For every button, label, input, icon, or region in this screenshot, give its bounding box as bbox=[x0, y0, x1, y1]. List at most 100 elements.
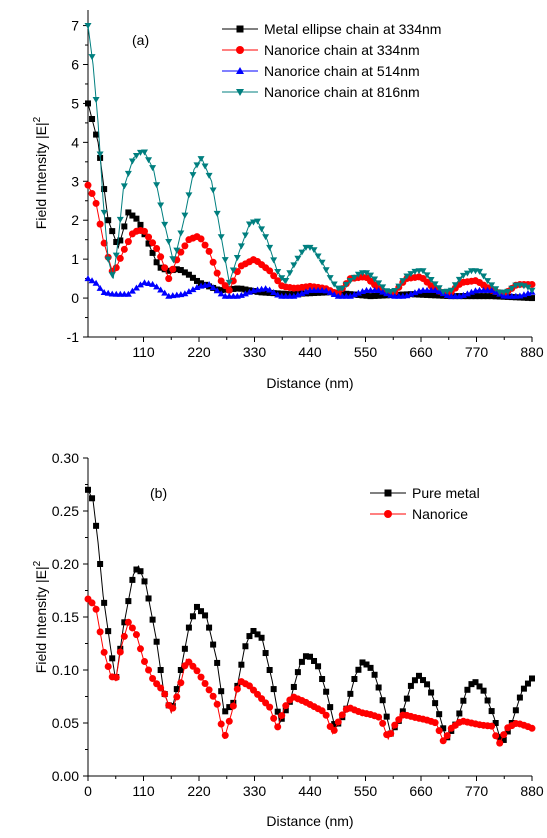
data-point bbox=[108, 272, 116, 279]
data-point bbox=[359, 292, 366, 299]
data-point bbox=[520, 685, 527, 692]
data-point bbox=[451, 282, 459, 289]
data-point bbox=[213, 210, 221, 217]
data-point bbox=[177, 267, 184, 274]
y-tick-label: 0.10 bbox=[52, 662, 79, 678]
data-point bbox=[290, 683, 297, 690]
data-point bbox=[181, 645, 188, 652]
data-point bbox=[181, 290, 189, 297]
data-point bbox=[363, 270, 371, 277]
data-point bbox=[338, 711, 346, 719]
data-point bbox=[528, 287, 536, 294]
x-tick-label: 660 bbox=[409, 344, 433, 360]
series-markers-3 bbox=[84, 23, 536, 296]
data-point bbox=[209, 187, 217, 194]
data-point bbox=[189, 662, 197, 670]
data-point bbox=[149, 165, 157, 172]
data-point bbox=[326, 275, 334, 282]
data-point bbox=[157, 202, 165, 209]
data-point bbox=[161, 221, 169, 228]
data-point bbox=[423, 272, 431, 279]
data-point bbox=[266, 289, 273, 296]
data-point bbox=[294, 669, 301, 676]
data-point bbox=[326, 289, 334, 296]
data-point bbox=[330, 281, 338, 288]
data-point bbox=[447, 287, 455, 294]
y-tick-label: 7 bbox=[71, 18, 79, 34]
data-point bbox=[100, 648, 108, 656]
data-point bbox=[322, 287, 330, 294]
data-point bbox=[318, 707, 326, 715]
legend-marker-0 bbox=[384, 489, 392, 497]
data-point bbox=[181, 269, 188, 276]
data-point bbox=[229, 267, 237, 274]
series-line-1 bbox=[87, 184, 532, 295]
data-point bbox=[311, 657, 318, 664]
data-point bbox=[189, 172, 197, 179]
data-point bbox=[149, 280, 157, 287]
y-tick-label: 0.25 bbox=[52, 503, 79, 519]
data-point bbox=[520, 294, 527, 301]
data-point bbox=[209, 284, 217, 291]
data-point bbox=[173, 686, 180, 693]
data-point bbox=[432, 292, 439, 299]
data-point bbox=[92, 96, 100, 103]
data-point bbox=[92, 605, 100, 613]
data-point bbox=[238, 285, 245, 292]
data-point bbox=[193, 162, 201, 169]
data-point bbox=[229, 702, 237, 710]
data-point bbox=[306, 244, 314, 251]
data-point bbox=[193, 277, 200, 284]
y-tick-label: 0 bbox=[71, 290, 79, 306]
data-point bbox=[319, 676, 326, 683]
data-point bbox=[468, 681, 475, 688]
data-point bbox=[177, 679, 185, 687]
data-point bbox=[379, 288, 387, 295]
data-point bbox=[229, 277, 237, 285]
data-point bbox=[100, 289, 108, 295]
data-point bbox=[145, 595, 152, 602]
data-point bbox=[282, 277, 290, 284]
data-point bbox=[379, 697, 386, 704]
x-tick-label: 440 bbox=[298, 344, 322, 360]
legend-label-1: Nanorice chain at 334nm bbox=[264, 42, 420, 58]
data-point bbox=[330, 726, 338, 734]
data-point bbox=[278, 275, 286, 282]
x-tick-label: 880 bbox=[520, 344, 544, 360]
data-point bbox=[201, 241, 209, 249]
data-point bbox=[315, 663, 322, 670]
panel-b-legend: Pure metal Nanorice bbox=[370, 485, 480, 522]
data-point bbox=[379, 292, 386, 299]
panel-a: (a) Distance (nm) Field Intensity |E|2 1… bbox=[32, 10, 544, 391]
data-point bbox=[181, 242, 189, 250]
data-point bbox=[294, 255, 302, 262]
data-point bbox=[504, 288, 512, 295]
data-point bbox=[282, 702, 290, 710]
data-point bbox=[492, 720, 499, 726]
data-point bbox=[88, 277, 96, 284]
data-point bbox=[500, 736, 507, 743]
data-point bbox=[185, 288, 193, 295]
data-point bbox=[85, 486, 91, 493]
data-point bbox=[359, 659, 366, 666]
x-tick-label: 770 bbox=[465, 344, 489, 360]
data-point bbox=[456, 710, 463, 717]
data-point bbox=[266, 286, 274, 293]
data-point bbox=[363, 292, 370, 299]
data-point bbox=[137, 568, 144, 575]
data-point bbox=[250, 627, 257, 634]
data-point bbox=[436, 711, 443, 718]
data-point bbox=[241, 232, 249, 239]
data-point bbox=[124, 290, 132, 297]
data-point bbox=[496, 734, 503, 741]
data-point bbox=[428, 292, 435, 299]
data-point bbox=[206, 624, 213, 631]
data-point bbox=[488, 708, 495, 715]
data-point bbox=[238, 661, 245, 668]
data-point bbox=[387, 730, 395, 738]
data-point bbox=[459, 272, 467, 279]
legend-marker-2 bbox=[236, 67, 244, 74]
data-point bbox=[128, 287, 136, 294]
data-point bbox=[439, 737, 447, 745]
data-point bbox=[443, 292, 451, 298]
